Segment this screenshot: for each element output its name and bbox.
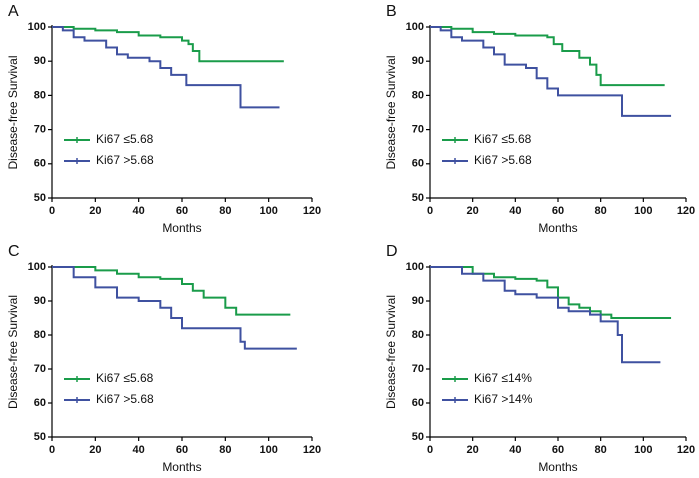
- y-tick-label: 70: [34, 124, 46, 136]
- y-tick-label: 70: [34, 363, 46, 375]
- y-tick-label: 60: [412, 397, 424, 409]
- panel-label: A: [8, 3, 19, 20]
- survival-curve: [430, 266, 672, 319]
- y-tick-label: 80: [34, 89, 46, 101]
- x-axis-label: Months: [162, 460, 201, 474]
- x-tick-label: 80: [219, 444, 231, 456]
- y-tick-label: 90: [412, 55, 424, 67]
- x-tick-label: 0: [49, 205, 55, 217]
- legend-label: Ki67 >5.68: [474, 153, 532, 167]
- survival-curve: [52, 266, 291, 316]
- x-tick-label: 100: [634, 444, 652, 456]
- y-tick-label: 50: [412, 431, 424, 443]
- survival-curve: [52, 266, 297, 350]
- x-tick-label: 80: [595, 205, 607, 217]
- panel-label: C: [8, 243, 20, 260]
- survival-curve: [430, 26, 665, 87]
- y-tick-label: 50: [34, 192, 46, 204]
- legend-label: Ki67 ≤14%: [474, 371, 532, 385]
- y-tick-label: 70: [412, 363, 424, 375]
- y-tick-label: 90: [34, 55, 46, 67]
- x-tick-label: 120: [677, 205, 695, 217]
- x-tick-label: 100: [259, 444, 277, 456]
- x-tick-label: 60: [552, 205, 564, 217]
- x-tick-label: 20: [89, 444, 101, 456]
- legend-label: Ki67 >14%: [474, 392, 533, 406]
- y-tick-label: 60: [412, 158, 424, 170]
- y-tick-label: 50: [412, 192, 424, 204]
- y-tick-label: 70: [412, 124, 424, 136]
- survival-curve: [52, 26, 284, 63]
- x-tick-label: 40: [509, 444, 521, 456]
- legend-label: Ki67 ≤5.68: [474, 132, 532, 146]
- x-tick-label: 20: [467, 444, 479, 456]
- y-tick-label: 80: [412, 329, 424, 341]
- x-tick-label: 100: [259, 205, 277, 217]
- legend-label: Ki67 >5.68: [96, 153, 154, 167]
- x-tick-label: 60: [552, 444, 564, 456]
- y-tick-label: 90: [412, 295, 424, 307]
- x-tick-label: 120: [303, 205, 321, 217]
- survival-curve: [52, 26, 280, 109]
- y-tick-label: 60: [34, 158, 46, 170]
- y-axis-label: Disease-free Survival: [384, 295, 398, 409]
- y-axis-label: Disease-free Survival: [6, 55, 20, 169]
- y-tick-label: 90: [34, 295, 46, 307]
- y-tick-label: 100: [406, 21, 424, 33]
- x-tick-label: 60: [176, 444, 188, 456]
- panel-label: B: [386, 3, 397, 20]
- panel-label: D: [386, 243, 398, 260]
- x-axis-label: Months: [162, 221, 201, 235]
- legend-label: Ki67 ≤5.68: [96, 132, 154, 146]
- x-tick-label: 0: [427, 205, 433, 217]
- x-tick-label: 0: [49, 444, 55, 456]
- y-tick-label: 60: [34, 397, 46, 409]
- survival-curve: [430, 26, 672, 117]
- x-axis-label: Months: [538, 460, 577, 474]
- x-axis-label: Months: [538, 221, 577, 235]
- x-tick-label: 0: [427, 444, 433, 456]
- y-tick-label: 100: [28, 21, 46, 33]
- x-tick-label: 40: [133, 205, 145, 217]
- y-tick-label: 80: [412, 89, 424, 101]
- x-tick-label: 20: [467, 205, 479, 217]
- y-tick-label: 80: [34, 329, 46, 341]
- legend-label: Ki67 ≤5.68: [96, 371, 154, 385]
- y-axis-label: Disease-free Survival: [6, 295, 20, 409]
- x-tick-label: 40: [509, 205, 521, 217]
- x-tick-label: 20: [89, 205, 101, 217]
- survival-curve: [430, 266, 661, 364]
- x-tick-label: 100: [634, 205, 652, 217]
- legend-label: Ki67 >5.68: [96, 392, 154, 406]
- x-tick-label: 80: [595, 444, 607, 456]
- x-tick-label: 120: [677, 444, 695, 456]
- y-tick-label: 100: [406, 261, 424, 273]
- x-tick-label: 40: [133, 444, 145, 456]
- x-tick-label: 80: [219, 205, 231, 217]
- x-tick-label: 120: [303, 444, 321, 456]
- y-tick-label: 100: [28, 261, 46, 273]
- x-tick-label: 60: [176, 205, 188, 217]
- y-tick-label: 50: [34, 431, 46, 443]
- y-axis-label: Disease-free Survival: [384, 55, 398, 169]
